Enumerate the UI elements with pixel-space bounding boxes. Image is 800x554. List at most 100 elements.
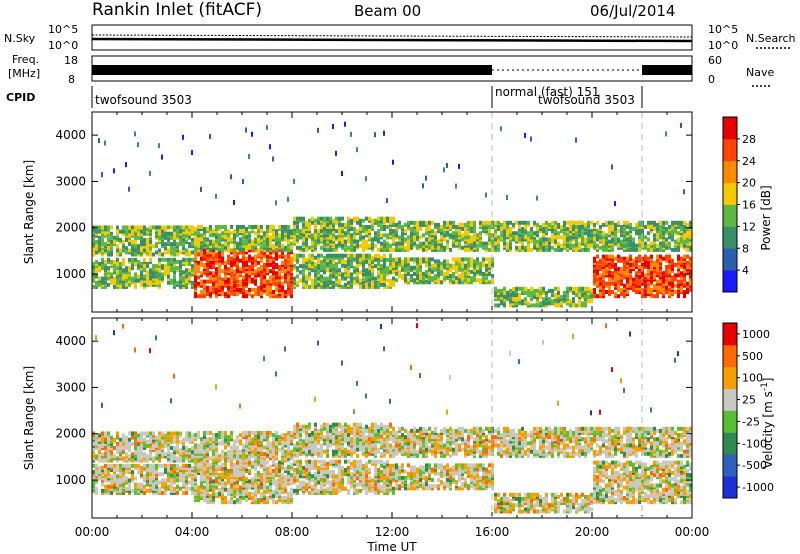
scatter-cell	[230, 277, 233, 282]
scatter-cell	[212, 445, 215, 450]
scatter-cell	[464, 265, 467, 270]
scatter-cell	[515, 301, 518, 306]
scatter-cell	[203, 294, 206, 299]
scatter-cell	[143, 458, 146, 463]
scatter-cell	[479, 280, 482, 285]
scatter-cell	[551, 299, 554, 304]
scatter-cell	[635, 279, 638, 284]
scatter-cell	[146, 250, 149, 255]
scatter-cell	[134, 456, 137, 461]
scatter-cell	[152, 433, 155, 438]
scatter-cell	[263, 290, 266, 295]
scatter-cell	[176, 268, 179, 273]
scatter-cell	[143, 250, 146, 255]
scatter-cell	[212, 252, 215, 257]
scatter-cell	[542, 222, 545, 227]
scatter-cell	[299, 218, 302, 223]
scatter-cell	[284, 254, 287, 259]
scatter-cell	[545, 227, 548, 232]
scatter-cell	[230, 275, 233, 280]
scatter-cell	[611, 233, 614, 238]
scatter-cell	[101, 250, 104, 255]
scatter-cell	[173, 225, 176, 230]
scatter-cell	[245, 265, 248, 270]
scatter-cell	[104, 266, 107, 271]
scatter-cell	[470, 247, 473, 252]
scatter-cell	[671, 277, 674, 282]
scatter-cell	[323, 216, 326, 221]
scatter-cell	[413, 231, 416, 236]
scatter-cell	[617, 245, 620, 250]
scatter-cell	[308, 276, 311, 281]
scatter-cell	[149, 257, 152, 262]
scatter-cell	[539, 247, 542, 252]
scatter-cell	[410, 237, 413, 242]
scatter-cell	[92, 448, 95, 453]
scatter-cell	[557, 241, 560, 246]
scatter-cell	[128, 484, 131, 489]
scatter-cell	[248, 279, 251, 284]
scatter-cell	[464, 280, 467, 285]
scatter-cell	[233, 256, 236, 261]
scatter-cell	[563, 235, 566, 240]
scatter-cell	[188, 250, 191, 255]
scatter-cell	[203, 265, 206, 270]
scatter-cell	[683, 277, 686, 282]
scatter-cell	[146, 242, 149, 247]
scatter-cell	[116, 490, 119, 495]
scatter-cell	[215, 477, 218, 482]
scatter-cell	[608, 245, 611, 250]
scatter-cell	[140, 484, 143, 489]
scatter-cell	[641, 294, 644, 299]
scatter-cell	[158, 248, 161, 253]
scatter-cell	[116, 244, 119, 249]
scatter-cell	[260, 273, 263, 278]
scatter-cell	[218, 464, 221, 469]
scatter-cell	[140, 490, 143, 495]
scatter-cell	[212, 283, 215, 288]
scatter-cell	[290, 229, 293, 234]
scatter-cell	[527, 239, 530, 244]
scatter-cell	[401, 237, 404, 242]
scatter-cell	[251, 245, 254, 250]
scatter-cell	[338, 235, 341, 240]
scatter-cell	[371, 245, 374, 250]
scatter-cell	[623, 287, 626, 292]
scatter-cell	[209, 496, 212, 501]
scatter-cell	[134, 229, 137, 234]
scatter-cell	[443, 220, 446, 225]
scatter-cell	[308, 229, 311, 234]
scatter-cell	[605, 269, 608, 274]
scatter-cell	[248, 287, 251, 292]
scatter-cell	[632, 277, 635, 282]
scatter-cell	[683, 189, 685, 195]
scatter-cell	[623, 237, 626, 242]
scatter-cell	[179, 242, 182, 247]
scatter-cell	[518, 220, 521, 225]
scatter-cell	[602, 271, 605, 276]
scatter-cell	[95, 470, 98, 475]
scatter-cell	[206, 258, 209, 263]
scatter-cell	[188, 231, 191, 236]
scatter-cell	[452, 280, 455, 285]
scatter-cell	[563, 222, 566, 227]
scatter-cell	[200, 485, 203, 490]
scatter-cell	[524, 245, 527, 250]
scatter-cell	[437, 278, 440, 283]
scatter-cell	[221, 496, 224, 501]
scatter-cell	[119, 441, 122, 446]
scatter-cell	[149, 348, 151, 354]
scatter-cell	[173, 486, 176, 491]
scatter-cell	[602, 265, 605, 270]
scatter-cell	[380, 235, 383, 240]
scatter-cell	[131, 252, 134, 257]
scatter-cell	[104, 488, 107, 493]
scatter-cell	[254, 269, 257, 274]
scatter-cell	[224, 231, 227, 236]
scatter-cell	[515, 247, 518, 252]
scatter-cell	[197, 233, 200, 238]
scatter-cell	[260, 229, 263, 234]
scatter-cell	[389, 264, 392, 269]
colorbar-segment	[723, 226, 737, 249]
scatter-cell	[242, 453, 245, 458]
